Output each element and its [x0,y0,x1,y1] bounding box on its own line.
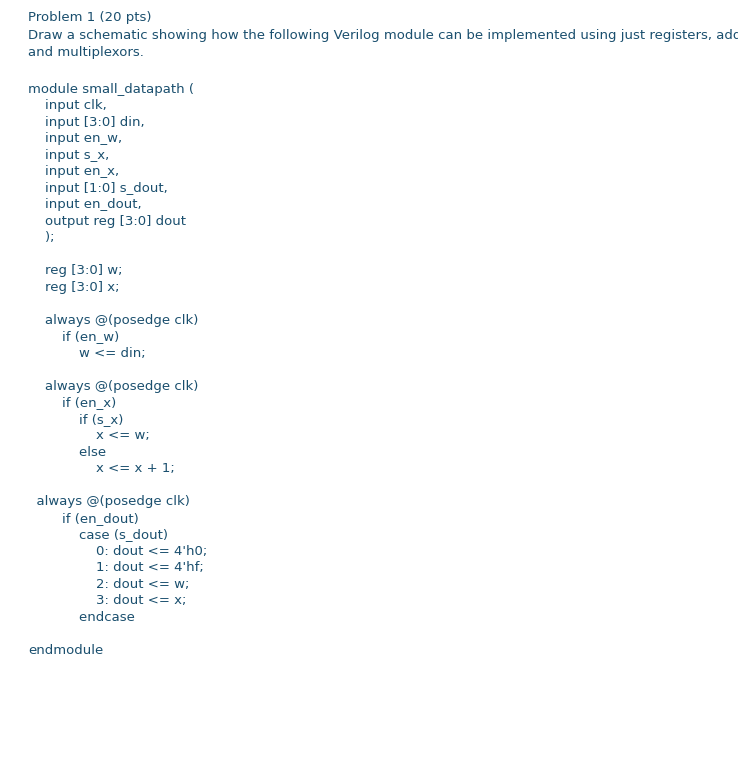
Text: input [3:0] din,: input [3:0] din, [28,116,145,129]
Text: module small_datapath (: module small_datapath ( [28,83,194,96]
Text: if (en_x): if (en_x) [28,396,117,409]
Text: if (en_dout): if (en_dout) [28,512,139,525]
Text: always @(posedge clk): always @(posedge clk) [28,314,199,327]
Text: case (s_dout): case (s_dout) [28,529,168,542]
Text: reg [3:0] x;: reg [3:0] x; [28,281,120,293]
Text: input en_w,: input en_w, [28,133,122,146]
Text: w <= din;: w <= din; [28,347,145,360]
Text: 3: dout <= x;: 3: dout <= x; [28,594,187,607]
Text: reg [3:0] w;: reg [3:0] w; [28,264,123,277]
Text: always @(posedge clk): always @(posedge clk) [28,496,190,509]
Text: Draw a schematic showing how the following Verilog module can be implemented usi: Draw a schematic showing how the followi… [28,28,738,41]
Text: );: ); [28,231,55,244]
Text: and multiplexors.: and multiplexors. [28,46,144,59]
Text: endmodule: endmodule [28,643,103,656]
Text: input s_x,: input s_x, [28,149,109,162]
Text: else: else [28,446,106,459]
Text: x <= x + 1;: x <= x + 1; [28,462,175,475]
Text: input en_dout,: input en_dout, [28,198,142,211]
Text: input clk,: input clk, [28,100,107,113]
Text: if (s_x): if (s_x) [28,413,123,426]
Text: input en_x,: input en_x, [28,165,119,178]
Text: output reg [3:0] dout: output reg [3:0] dout [28,214,186,228]
Text: Problem 1 (20 pts): Problem 1 (20 pts) [28,11,151,24]
Text: 1: dout <= 4'hf;: 1: dout <= 4'hf; [28,561,204,574]
Text: if (en_w): if (en_w) [28,330,120,343]
Text: 0: dout <= 4'h0;: 0: dout <= 4'h0; [28,545,207,558]
Text: always @(posedge clk): always @(posedge clk) [28,380,199,393]
Text: 2: dout <= w;: 2: dout <= w; [28,578,190,591]
Text: endcase: endcase [28,611,135,624]
Text: x <= w;: x <= w; [28,429,150,442]
Text: input [1:0] s_dout,: input [1:0] s_dout, [28,182,168,195]
